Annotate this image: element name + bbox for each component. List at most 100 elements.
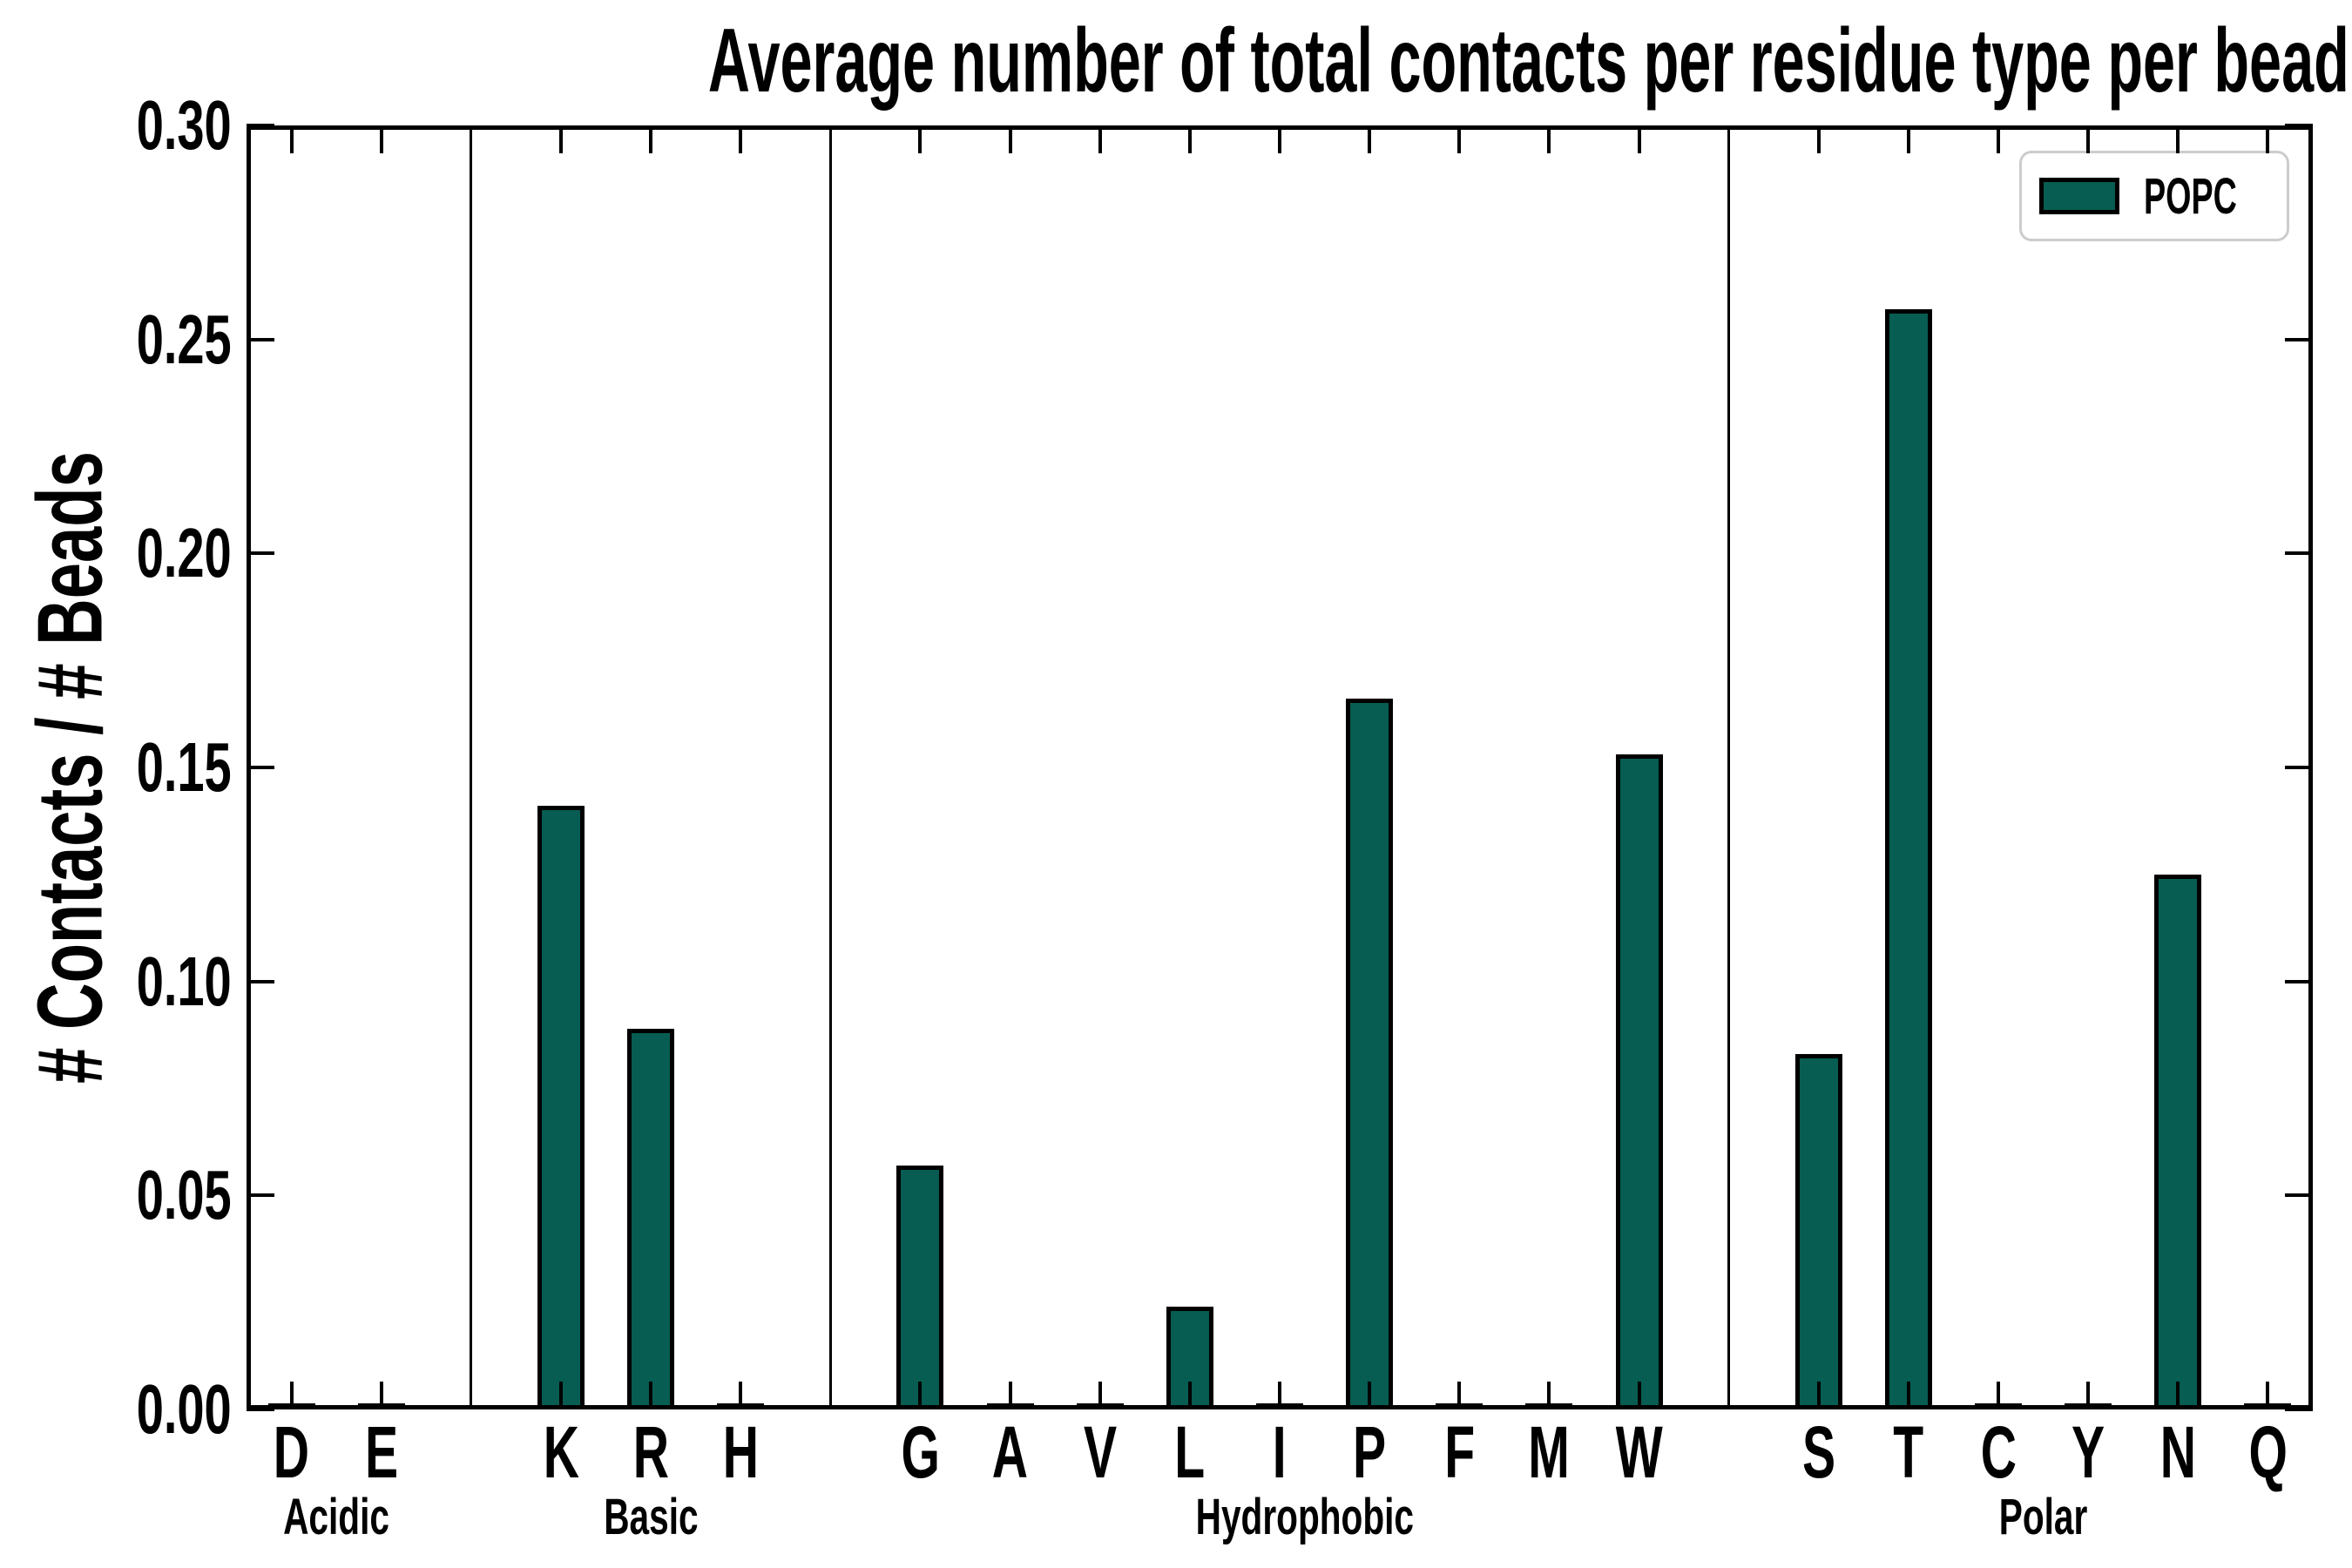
x-tick-bottom-A	[1008, 1382, 1012, 1409]
y-tick-label-text-0.30: 0.30	[137, 86, 232, 164]
x-tick-label-text-C: C	[1980, 1411, 2017, 1493]
x-tick-label-I: I	[1227, 1416, 1332, 1489]
legend-label: POPC	[2143, 167, 2237, 225]
group-divider-polar	[1727, 125, 1731, 1409]
x-tick-bottom-M	[1547, 1382, 1551, 1409]
y-tick-left-0.00	[247, 1408, 274, 1411]
x-tick-label-Q: Q	[2215, 1416, 2320, 1489]
x-tick-top-V	[1098, 125, 1102, 153]
y-tick-right-0.30	[2285, 124, 2313, 127]
x-tick-label-H: H	[688, 1416, 793, 1489]
x-tick-label-text-P: P	[1353, 1411, 1387, 1493]
group-label-acidic: Acidic	[206, 1486, 467, 1549]
x-tick-top-S	[1816, 125, 1821, 153]
x-tick-bottom-F	[1457, 1382, 1462, 1409]
x-tick-bottom-T	[1906, 1382, 1910, 1409]
x-tick-top-T	[1906, 125, 1910, 153]
x-tick-label-text-N: N	[2159, 1411, 2196, 1493]
x-tick-top-R	[649, 125, 653, 153]
x-tick-label-text-D: D	[273, 1411, 310, 1493]
bar-R	[627, 1029, 675, 1409]
x-tick-label-text-R: R	[632, 1411, 669, 1493]
x-tick-label-S: S	[1767, 1416, 1871, 1489]
chart-title-text: Average number of total contacts per res…	[707, 10, 2349, 112]
x-tick-top-I	[1278, 125, 1281, 153]
x-tick-label-G: G	[868, 1416, 972, 1489]
group-label-polar: Polar	[1913, 1486, 2174, 1549]
x-tick-top-Y	[2086, 125, 2091, 153]
x-tick-label-text-W: W	[1615, 1411, 1663, 1493]
x-tick-label-V: V	[1048, 1416, 1152, 1489]
bar-S	[1794, 1054, 1842, 1409]
x-tick-top-A	[1008, 125, 1012, 153]
x-tick-bottom-K	[558, 1382, 563, 1409]
x-tick-top-L	[1187, 125, 1192, 153]
y-tick-right-0.25	[2285, 337, 2313, 341]
chart-title: Average number of total contacts per res…	[247, 12, 2349, 110]
x-tick-label-text-V: V	[1083, 1411, 1117, 1493]
x-tick-label-F: F	[1407, 1416, 1511, 1489]
x-tick-label-text-K: K	[543, 1411, 579, 1493]
x-tick-bottom-G	[918, 1382, 923, 1409]
x-tick-bottom-P	[1368, 1382, 1372, 1409]
y-tick-left-0.05	[247, 1193, 274, 1198]
group-label-basic: Basic	[520, 1486, 781, 1549]
x-tick-top-F	[1457, 125, 1462, 153]
x-tick-top-E	[379, 125, 383, 153]
x-tick-top-M	[1547, 125, 1551, 153]
x-tick-label-text-Y: Y	[2072, 1411, 2105, 1493]
x-tick-bottom-S	[1816, 1382, 1821, 1409]
y-tick-label-0.25: 0.25	[0, 300, 232, 378]
x-tick-label-text-G: G	[901, 1411, 940, 1493]
x-tick-label-Y: Y	[2036, 1416, 2140, 1489]
x-tick-top-C	[1997, 125, 2001, 153]
x-tick-bottom-Q	[2266, 1382, 2270, 1409]
x-tick-bottom-H	[739, 1382, 743, 1409]
y-tick-right-0.10	[2285, 979, 2313, 983]
x-tick-top-W	[1637, 125, 1641, 153]
x-tick-label-text-L: L	[1174, 1411, 1206, 1493]
bar-K	[537, 806, 585, 1409]
x-tick-label-text-F: F	[1443, 1411, 1475, 1493]
x-tick-label-E: E	[329, 1416, 434, 1489]
x-tick-top-N	[2176, 125, 2180, 153]
x-tick-label-L: L	[1138, 1416, 1242, 1489]
x-tick-bottom-N	[2176, 1382, 2180, 1409]
x-tick-bottom-Y	[2086, 1382, 2091, 1409]
plot-area: POPC	[247, 124, 2313, 1411]
y-tick-right-0.20	[2285, 551, 2313, 556]
bar-P	[1346, 699, 1394, 1409]
y-tick-label-0.20: 0.20	[0, 518, 232, 588]
y-tick-label-text-0.10: 0.10	[137, 942, 232, 1020]
x-tick-label-text-T: T	[1893, 1411, 1924, 1493]
x-tick-label-W: W	[1587, 1416, 1692, 1489]
y-tick-right-0.00	[2285, 1408, 2313, 1411]
x-tick-label-K: K	[509, 1416, 613, 1489]
y-tick-left-0.30	[247, 124, 274, 127]
y-tick-left-0.25	[247, 337, 274, 341]
group-divider-hydrophobic	[828, 125, 832, 1409]
x-tick-label-A: A	[958, 1416, 1063, 1489]
x-tick-label-text-I: I	[1273, 1411, 1287, 1493]
x-tick-bottom-E	[379, 1382, 383, 1409]
y-tick-label-text-0.05: 0.05	[137, 1156, 232, 1234]
x-tick-label-N: N	[2126, 1416, 2230, 1489]
x-tick-bottom-W	[1637, 1382, 1641, 1409]
x-tick-bottom-L	[1187, 1382, 1192, 1409]
y-tick-right-0.05	[2285, 1193, 2313, 1198]
y-tick-left-0.10	[247, 979, 274, 983]
group-label-text-basic: Basic	[603, 1489, 699, 1545]
x-tick-bottom-C	[1997, 1382, 2001, 1409]
x-tick-top-D	[289, 125, 294, 153]
y-tick-left-0.20	[247, 551, 274, 556]
y-tick-label-text-0.25: 0.25	[137, 300, 232, 378]
bar-G	[896, 1166, 944, 1409]
y-tick-label-0.30: 0.30	[0, 91, 232, 160]
group-label-text-hydrophobic: Hydrophobic	[1195, 1489, 1415, 1545]
x-tick-label-text-S: S	[1801, 1411, 1835, 1493]
x-tick-label-text-M: M	[1528, 1411, 1571, 1493]
x-tick-label-text-A: A	[991, 1411, 1029, 1493]
bar-L	[1166, 1307, 1213, 1409]
y-tick-label-text-0.15: 0.15	[137, 728, 232, 806]
x-tick-label-R: R	[598, 1416, 703, 1489]
